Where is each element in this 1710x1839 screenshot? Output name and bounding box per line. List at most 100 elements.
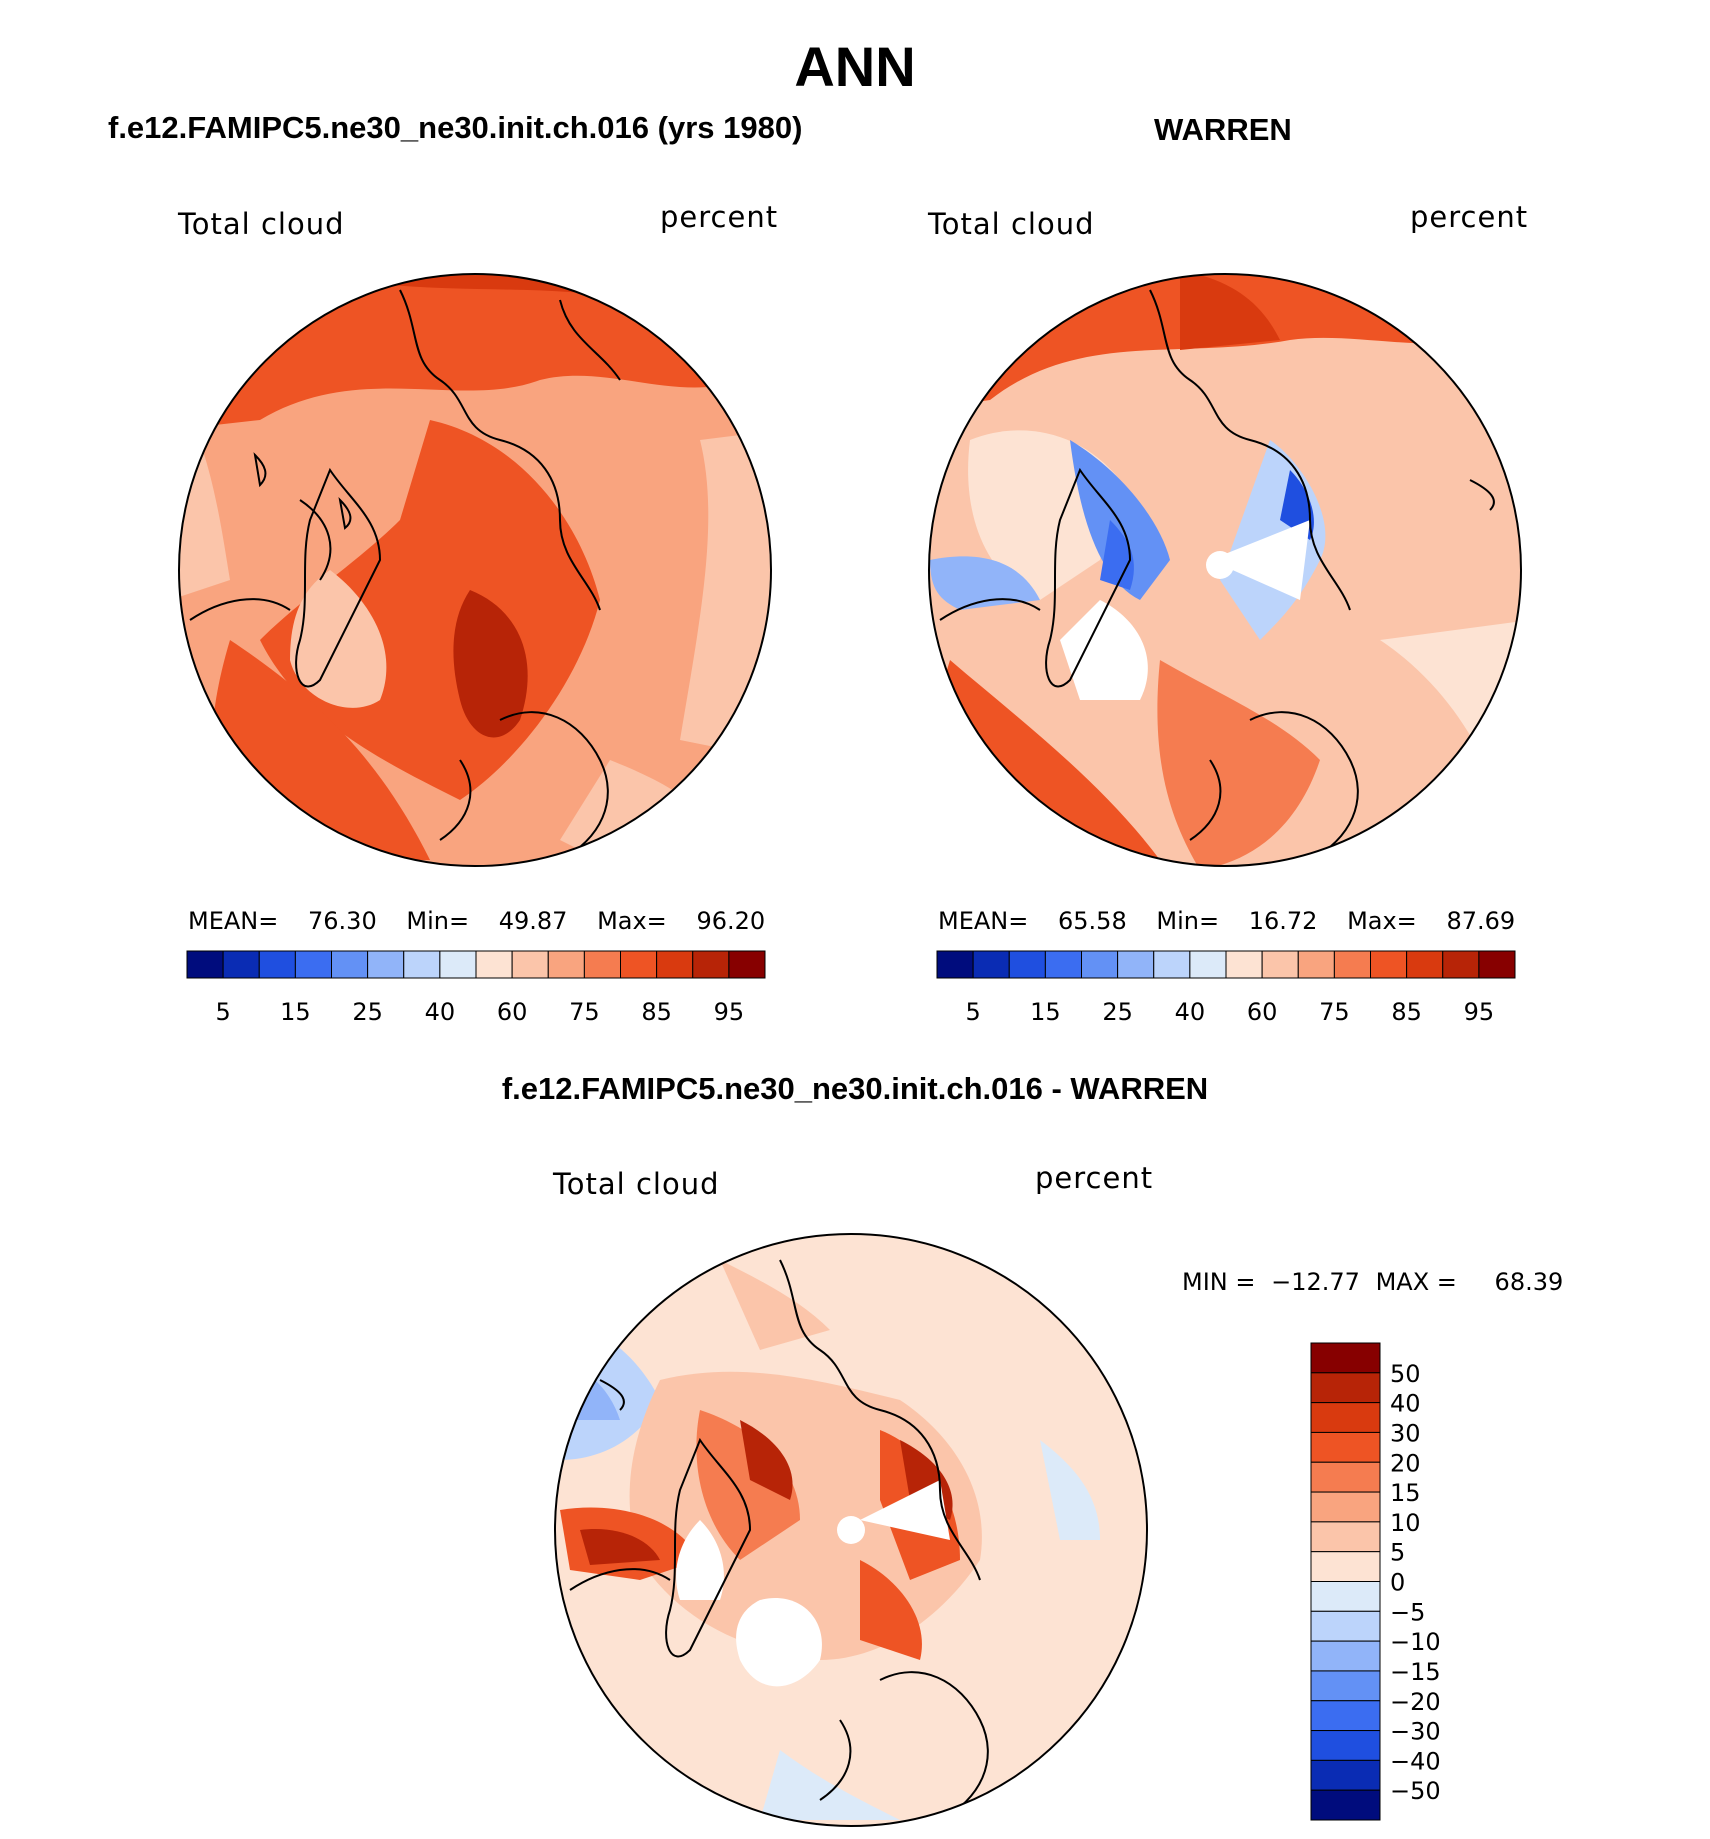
min-label: Min= (1156, 907, 1220, 935)
colorbar-box (1117, 950, 1155, 979)
colorbar-tick-label: 30 (1390, 1419, 1421, 1447)
colorbar-model: 5 15 25 40 60 75 85 95 (186, 950, 766, 1026)
colorbar-tick-label: 75 (569, 998, 600, 1026)
colorbar-tick-label: 25 (1102, 998, 1133, 1026)
panel-diff-title: f.e12.FAMIPC5.ne30_ne30.init.ch.016 - WA… (501, 1071, 1209, 1106)
colorbar-box (1310, 1431, 1381, 1463)
min-value: 16.72 (1248, 907, 1318, 935)
map-model-boundary (178, 273, 772, 867)
colorbar-box (547, 950, 585, 979)
colorbar-box (972, 950, 1010, 979)
panel-obs-variable: Total cloud (928, 207, 1095, 241)
colorbar-box (692, 950, 730, 979)
colorbar-tick-label: −15 (1390, 1658, 1441, 1686)
colorbar-tick-label: −5 (1390, 1598, 1425, 1626)
colorbar-tick-label: −50 (1390, 1777, 1441, 1805)
colorbar-box (1478, 950, 1516, 979)
colorbar-box (1310, 1521, 1381, 1553)
panel-model-stats: MEAN= 76.30 Min= 49.87 Max= 96.20 (188, 907, 765, 935)
colorbar-box (1310, 1670, 1381, 1702)
colorbar-box (1008, 950, 1046, 979)
colorbar-box (1310, 1461, 1381, 1493)
colorbar-tick-label: 95 (1464, 998, 1495, 1026)
colorbar-box (222, 950, 260, 979)
colorbar-tick-label: 75 (1319, 998, 1350, 1026)
panel-obs-title: WARREN (1154, 112, 1292, 147)
colorbar-tick-label: 25 (352, 998, 383, 1026)
colorbar-tick-label: 15 (1390, 1479, 1421, 1507)
map-diff (554, 1233, 1148, 1827)
colorbar-tick-label: 40 (1390, 1390, 1421, 1418)
mean-label: MEAN= (188, 907, 279, 935)
min-value: 49.87 (498, 907, 568, 935)
map-model (178, 273, 772, 867)
panel-diff-variable: Total cloud (553, 1167, 720, 1201)
min-value: −12.77 (1271, 1268, 1360, 1296)
max-value: 87.69 (1446, 907, 1516, 935)
colorbar-tick-label: 5 (965, 998, 980, 1026)
colorbar-box (1310, 1551, 1381, 1582)
colorbar-box (1153, 950, 1191, 979)
colorbar-box (728, 950, 766, 979)
mean-value: 65.58 (1058, 907, 1127, 935)
max-value: 96.20 (696, 907, 766, 935)
colorbar-box (1310, 1402, 1381, 1433)
colorbar-box (1044, 950, 1082, 979)
colorbar-box (1406, 950, 1444, 979)
colorbar-tick-label: 15 (280, 998, 311, 1026)
max-label: Max= (597, 907, 667, 935)
colorbar-tick-label: 85 (1391, 998, 1422, 1026)
colorbar-tick-label: 20 (1390, 1449, 1421, 1477)
map-obs (928, 273, 1522, 867)
colorbar-tick-label: 5 (215, 998, 230, 1026)
colorbar-tick-label: 60 (497, 998, 528, 1026)
colorbar-tick-label: −30 (1390, 1718, 1441, 1746)
colorbar-tick-label: 40 (425, 998, 456, 1026)
colorbar-box (403, 950, 441, 979)
panel-model-variable: Total cloud (178, 207, 345, 241)
colorbar-tick-label: 50 (1390, 1360, 1421, 1388)
colorbar-box (511, 950, 549, 979)
colorbar-tick-label: 95 (714, 998, 745, 1026)
colorbar-box (1310, 1342, 1381, 1374)
panel-model-title: f.e12.FAMIPC5.ne30_ne30.init.ch.016 (yrs… (108, 110, 803, 145)
colorbar-box (1442, 950, 1480, 979)
colorbar-box (1225, 950, 1263, 979)
colorbar-box (1333, 950, 1371, 979)
colorbar-tick-label: −20 (1390, 1688, 1441, 1716)
colorbar-box (1310, 1789, 1381, 1821)
panel-diff-stats: MIN = −12.77 MAX = 68.39 (1182, 1268, 1563, 1296)
colorbar-box (1310, 1759, 1381, 1791)
colorbar-box (439, 950, 477, 979)
min-label: Min= (406, 907, 470, 935)
colorbar-tick-label: 5 (1390, 1539, 1405, 1567)
colorbar-box (1310, 1491, 1381, 1523)
colorbar-box (294, 950, 332, 979)
colorbar-tick-label: 10 (1390, 1509, 1421, 1537)
min-label: MIN = (1182, 1268, 1256, 1296)
colorbar-box (258, 950, 296, 979)
colorbar-box (583, 950, 621, 979)
panel-model-units: percent (660, 200, 779, 234)
map-obs-boundary (928, 273, 1522, 867)
colorbar-box (367, 950, 405, 979)
max-value: 68.39 (1494, 1268, 1564, 1296)
colorbar-box (1310, 1730, 1381, 1761)
colorbar-obs: 5 15 25 40 60 75 85 95 (936, 950, 1516, 1026)
colorbar-box (1310, 1700, 1381, 1732)
colorbar-box (1310, 1372, 1381, 1404)
colorbar-box (620, 950, 658, 979)
panel-diff-units: percent (1035, 1161, 1154, 1195)
colorbar-box (656, 950, 694, 979)
colorbar-tick-label: 0 (1390, 1569, 1405, 1597)
figure-title: ANN (794, 35, 916, 98)
mean-value: 76.30 (308, 907, 377, 935)
colorbar-tick-label: −40 (1390, 1747, 1441, 1775)
colorbar-box (1081, 950, 1119, 979)
max-label: Max= (1347, 907, 1417, 935)
panel-obs-stats: MEAN= 65.58 Min= 16.72 Max= 87.69 (938, 907, 1515, 935)
colorbar-box (1189, 950, 1227, 979)
colorbar-box (1261, 950, 1299, 979)
